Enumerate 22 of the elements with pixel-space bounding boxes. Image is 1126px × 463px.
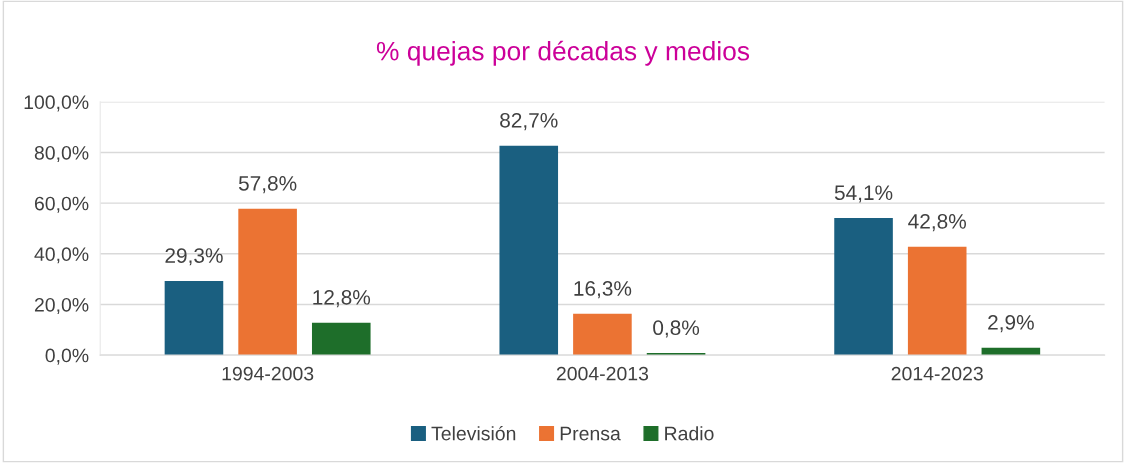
data-label: 16,3%: [574, 281, 632, 299]
y-tick-label: 40,0%: [34, 247, 89, 264]
y-tick-label: 60,0%: [34, 196, 89, 213]
y-tick-label: 100,0%: [24, 95, 89, 112]
data-label: 54,1%: [834, 185, 893, 203]
y-tick-label: 0,0%: [45, 348, 89, 365]
data-label: 42,8%: [908, 213, 966, 232]
data-label: 82,7%: [500, 112, 558, 131]
x-tick-label: 2004-2013: [556, 366, 649, 381]
data-label: 2,9%: [988, 315, 1034, 333]
data-label: 12,8%: [313, 289, 371, 308]
x-tick-label: 1994-2003: [222, 366, 314, 381]
y-tick-label: 80,0%: [34, 145, 89, 163]
data-label: 57,8%: [238, 175, 297, 194]
y-tick-label: 20,0%: [34, 297, 89, 314]
data-label: 29,3%: [165, 248, 223, 266]
legend-label: Televisión: [431, 425, 516, 441]
chart-title: % quejas por décadas y medios: [376, 40, 750, 66]
legend-label: Radio: [665, 426, 714, 441]
data-label: 0,8%: [653, 320, 700, 338]
legend-label: Prensa: [560, 426, 621, 441]
x-tick-label: 2014-2023: [891, 366, 983, 381]
